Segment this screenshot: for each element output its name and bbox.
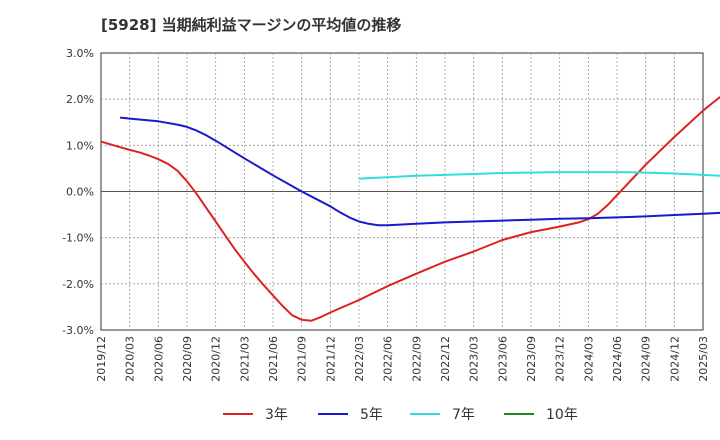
x-tick-label: 2024/06: [611, 336, 624, 382]
x-tick-label: 2020/12: [210, 336, 223, 382]
legend-label: 5年: [360, 407, 383, 423]
y-axis-ticks: 3.0% 2.0% 1.0% 0.0% -1.0% -2.0% -3.0%: [62, 47, 94, 337]
series-line: [119, 116, 720, 227]
x-tick-label: 2022/09: [410, 336, 423, 382]
y-tick-label: -2.0%: [62, 278, 94, 291]
y-tick-label: 1.0%: [66, 139, 94, 152]
x-tick-label: 2021/12: [324, 336, 337, 382]
legend-label: 10年: [546, 407, 578, 423]
x-tick-label: 2021/03: [238, 336, 251, 382]
x-tick-label: 2019/12: [95, 336, 108, 382]
legend: 3年 5年 7年 10年: [223, 407, 578, 423]
y-tick-label: 0.0%: [66, 186, 94, 199]
x-axis-ticks: 2019/12 2020/03 2020/06 2020/09 2020/12 2021/…: [95, 336, 710, 382]
x-tick-label: 2025/03: [697, 336, 710, 382]
x-tick-label: 2020/06: [152, 336, 165, 382]
y-tick-label: -1.0%: [62, 232, 94, 245]
x-tick-label: 2020/03: [124, 336, 137, 382]
x-tick-label: 2024/09: [640, 336, 653, 382]
chart-title: [5928] 当期純利益マージンの平均値の推移: [101, 16, 402, 34]
x-tick-label: 2022/06: [382, 336, 395, 382]
x-tick-label: 2023/09: [525, 336, 538, 382]
legend-label: 7年: [452, 407, 475, 423]
series-line: [100, 95, 720, 322]
series-line: [358, 171, 720, 180]
y-tick-label: 2.0%: [66, 93, 94, 106]
legend-label: 3年: [265, 407, 288, 423]
grid-lines: [101, 53, 703, 330]
y-tick-label: -3.0%: [62, 324, 94, 337]
x-tick-label: 2024/12: [668, 336, 681, 382]
x-tick-label: 2022/12: [439, 336, 452, 382]
series-lines: [100, 95, 720, 322]
x-tick-label: 2020/09: [181, 336, 194, 382]
x-tick-label: 2023/03: [468, 336, 481, 382]
x-tick-label: 2021/09: [296, 336, 309, 382]
x-tick-label: 2024/03: [582, 336, 595, 382]
x-tick-label: 2021/06: [267, 336, 280, 382]
x-tick-label: 2023/06: [496, 336, 509, 382]
x-tick-label: 2022/03: [353, 336, 366, 382]
x-tick-label: 2023/12: [554, 336, 567, 382]
y-tick-label: 3.0%: [66, 47, 94, 60]
